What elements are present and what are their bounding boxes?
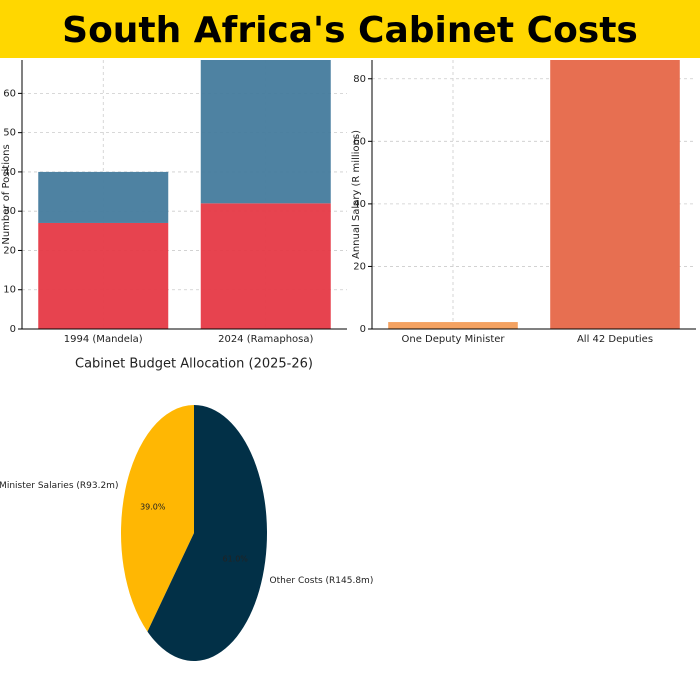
- y-tick-label: 0: [360, 324, 366, 335]
- y-axis-label: Number of Positions: [1, 144, 12, 244]
- y-tick-label: 40: [353, 199, 366, 210]
- y-tick-label: 0: [10, 324, 16, 335]
- title-banner: [0, 0, 700, 58]
- pie-slice: [121, 405, 194, 632]
- bars: [388, 60, 680, 329]
- x-tick-label: 2024 (Ramaphosa): [218, 334, 313, 345]
- pie-title: Cabinet Budget Allocation (2025-26): [75, 357, 313, 372]
- bar-segment: [200, 60, 331, 204]
- bar: [550, 60, 680, 329]
- slice-label: Other Costs (R145.8m): [270, 576, 374, 586]
- pie-slice: [147, 405, 267, 661]
- y-tick-label: 60: [353, 136, 366, 147]
- slice-label: Deputy Minister Salaries (R93.2m): [0, 481, 118, 491]
- bar: [388, 322, 518, 329]
- y-tick-label: 30: [3, 206, 16, 217]
- y-tick-label: 20: [3, 245, 16, 256]
- x-tick-label: All 42 Deputies: [577, 334, 653, 345]
- y-tick-label: 80: [353, 74, 366, 85]
- y-axis-label: Annual Salary (R millions): [351, 130, 362, 259]
- x-tick-label: 1994 (Mandela): [64, 334, 143, 345]
- y-tick-label: 40: [3, 167, 16, 178]
- y-tick-label: 10: [3, 285, 16, 296]
- y-tick-label: 50: [3, 128, 16, 139]
- slice-percent: 61.0%: [222, 555, 248, 564]
- y-tick-label: 20: [353, 261, 366, 272]
- y-tick-label: 60: [3, 88, 16, 99]
- bar-segment: [38, 171, 169, 223]
- bar-segment: [38, 222, 169, 329]
- bars: [38, 60, 331, 329]
- page-title: South Africa's Cabinet Costs: [62, 10, 638, 51]
- slice-percent: 39.0%: [140, 502, 166, 511]
- x-tick-label: One Deputy Minister: [401, 334, 505, 345]
- bar-segment: [200, 203, 331, 329]
